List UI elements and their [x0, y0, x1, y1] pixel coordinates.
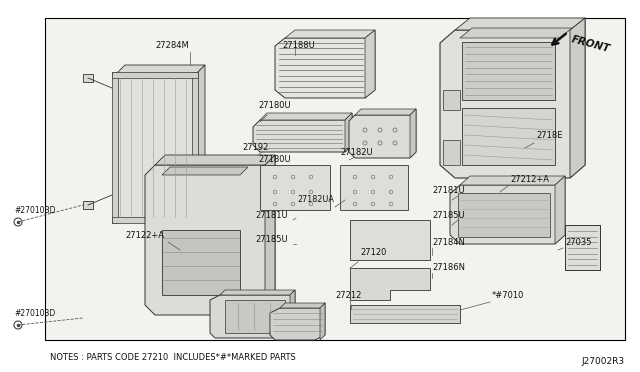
Text: 27181U: 27181U	[255, 211, 287, 220]
Text: #27010BD: #27010BD	[14, 206, 56, 215]
Text: 27180U: 27180U	[258, 155, 291, 164]
Text: 27181U: 27181U	[432, 186, 465, 195]
Polygon shape	[460, 28, 572, 38]
Text: 27182U: 27182U	[340, 148, 372, 157]
Text: 27188U: 27188U	[282, 41, 315, 50]
Polygon shape	[195, 65, 205, 220]
Polygon shape	[565, 225, 600, 270]
Text: 27192: 27192	[242, 143, 268, 152]
Text: *#7010: *#7010	[492, 291, 524, 300]
Polygon shape	[290, 290, 295, 335]
Text: 27185U: 27185U	[255, 235, 287, 244]
Polygon shape	[83, 74, 93, 82]
Polygon shape	[365, 30, 375, 98]
Polygon shape	[155, 155, 275, 165]
Polygon shape	[410, 109, 416, 158]
Polygon shape	[462, 108, 555, 165]
Polygon shape	[285, 30, 375, 38]
Polygon shape	[112, 217, 198, 223]
Text: 27184N: 27184N	[432, 238, 465, 247]
Text: #270103D: #270103D	[14, 309, 55, 318]
Polygon shape	[210, 290, 295, 338]
Text: 2718E: 2718E	[536, 131, 563, 140]
Polygon shape	[220, 290, 295, 295]
Polygon shape	[440, 18, 585, 178]
Polygon shape	[455, 18, 585, 30]
Text: NOTES : PARTS CODE 27210  INCLUDES*#*MARKED PARTS: NOTES : PARTS CODE 27210 INCLUDES*#*MARK…	[50, 353, 296, 362]
Text: FRONT: FRONT	[570, 34, 611, 54]
Text: 27186N: 27186N	[432, 263, 465, 272]
Polygon shape	[83, 201, 93, 209]
Text: 27185U: 27185U	[432, 211, 465, 220]
Polygon shape	[350, 220, 430, 260]
Polygon shape	[462, 42, 555, 100]
Text: 27122+A: 27122+A	[125, 231, 164, 240]
Polygon shape	[340, 165, 408, 210]
Polygon shape	[112, 72, 198, 78]
Polygon shape	[345, 113, 352, 152]
Polygon shape	[350, 268, 430, 300]
Polygon shape	[350, 305, 460, 323]
Polygon shape	[260, 113, 352, 120]
Polygon shape	[115, 75, 195, 220]
Polygon shape	[145, 155, 275, 315]
Polygon shape	[253, 113, 352, 152]
Polygon shape	[112, 72, 118, 223]
Polygon shape	[225, 300, 285, 333]
Polygon shape	[460, 176, 565, 185]
Polygon shape	[260, 165, 330, 210]
Polygon shape	[320, 303, 325, 340]
Polygon shape	[115, 65, 205, 75]
Text: 27120: 27120	[360, 248, 387, 257]
Text: 27212+A: 27212+A	[510, 175, 549, 184]
Polygon shape	[450, 176, 565, 244]
Polygon shape	[275, 30, 375, 98]
Polygon shape	[555, 176, 565, 244]
Polygon shape	[280, 303, 325, 308]
Polygon shape	[265, 155, 275, 315]
Bar	[45, 18, 625, 340]
Text: 27180U: 27180U	[258, 101, 291, 110]
Text: 27212: 27212	[335, 291, 362, 300]
Polygon shape	[162, 167, 248, 175]
Polygon shape	[570, 18, 585, 178]
Polygon shape	[355, 109, 416, 115]
Text: 27182UA: 27182UA	[297, 195, 334, 204]
Polygon shape	[192, 72, 198, 223]
Polygon shape	[443, 90, 460, 110]
Text: J27002R3: J27002R3	[582, 357, 625, 366]
Polygon shape	[443, 140, 460, 165]
Polygon shape	[349, 109, 416, 158]
Text: 27284M: 27284M	[155, 41, 189, 50]
Text: 27035: 27035	[565, 238, 591, 247]
Polygon shape	[162, 230, 240, 295]
Polygon shape	[458, 193, 550, 237]
Polygon shape	[270, 303, 325, 340]
